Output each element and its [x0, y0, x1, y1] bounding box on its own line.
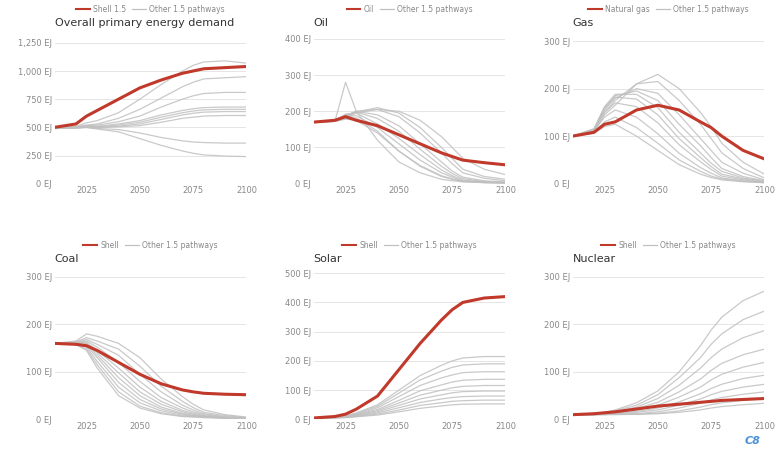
Legend: Shell 1.5, Other 1.5 pathways: Shell 1.5, Other 1.5 pathways	[73, 2, 228, 17]
Legend: Natural gas, Other 1.5 pathways: Natural gas, Other 1.5 pathways	[585, 2, 752, 17]
Text: Nuclear: Nuclear	[573, 254, 615, 264]
Text: Gas: Gas	[573, 18, 594, 28]
Text: Solar: Solar	[314, 254, 342, 264]
Text: Oil: Oil	[314, 18, 328, 28]
Legend: Shell, Other 1.5 pathways: Shell, Other 1.5 pathways	[80, 238, 221, 253]
Legend: Shell, Other 1.5 pathways: Shell, Other 1.5 pathways	[598, 238, 739, 253]
Text: Overall primary energy demand: Overall primary energy demand	[55, 18, 234, 28]
Legend: Shell, Other 1.5 pathways: Shell, Other 1.5 pathways	[339, 238, 480, 253]
Text: Coal: Coal	[55, 254, 79, 264]
Legend: Oil, Other 1.5 pathways: Oil, Other 1.5 pathways	[343, 2, 476, 17]
Text: C8: C8	[745, 437, 760, 446]
